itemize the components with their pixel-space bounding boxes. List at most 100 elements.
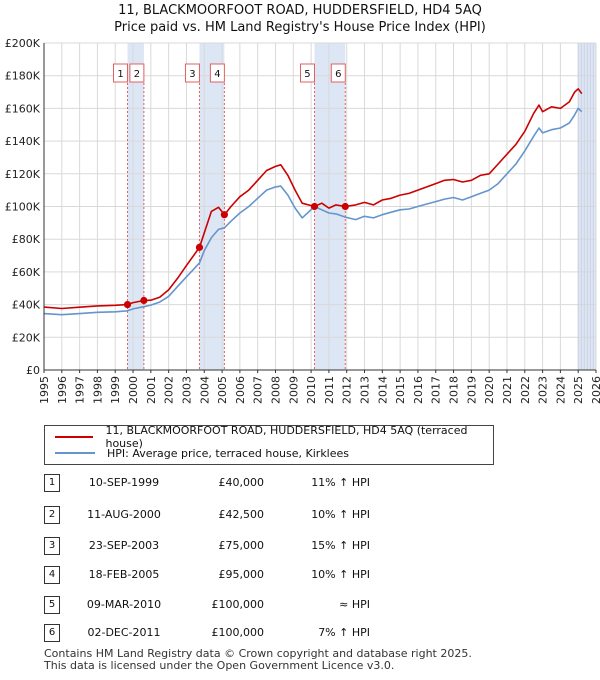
legend-label-property: 11, BLACKMOORFOOT ROAD, HUDDERSFIELD, HD… <box>105 424 468 450</box>
transaction-price: £75,000 <box>218 539 265 552</box>
sale-label-box <box>113 63 129 83</box>
x-tick-label: 2017 <box>430 376 443 404</box>
y-tick-label: £60K <box>12 266 41 279</box>
y-tick-label: £180K <box>5 70 41 83</box>
x-tick-label: 2004 <box>198 376 211 404</box>
x-tick-label: 2007 <box>252 376 265 404</box>
x-tick-label: 2019 <box>465 376 478 404</box>
x-tick-label: 2016 <box>412 376 425 404</box>
y-tick-label: £20K <box>12 331 41 344</box>
x-tick-label: 2026 <box>590 376 600 404</box>
footer-copyright: Contains HM Land Registry data © Crown c… <box>44 647 472 660</box>
legend-swatch-hpi <box>55 452 95 454</box>
chart-title-line1: 11, BLACKMOORFOOT ROAD, HUDDERSFIELD, HD… <box>118 3 482 18</box>
legend-item-property: 11, BLACKMOORFOOT ROAD, HUDDERSFIELD, HD… <box>55 424 493 450</box>
transaction-row: 3 23-SEP-2003 £75,000 15% ↑ HPI <box>44 537 404 557</box>
transaction-hpi-diff: 7% ↑ HPI <box>318 626 370 639</box>
y-tick-label: £40K <box>12 299 41 312</box>
transaction-price: £95,000 <box>218 568 265 581</box>
transaction-date: 09-MAR-2010 <box>86 598 162 611</box>
sale-point <box>220 211 228 219</box>
transaction-row: 6 02-DEC-2011 £100,000 7% ↑ HPI <box>44 624 404 644</box>
chart-title-line2: Price paid vs. HM Land Registry's House … <box>114 20 486 35</box>
x-tick-label: 2013 <box>359 376 372 404</box>
x-tick-label: 2006 <box>234 376 247 404</box>
transaction-price: £100,000 <box>211 598 265 611</box>
sale-point <box>310 202 319 211</box>
transaction-date: 18-FEB-2005 <box>88 568 160 581</box>
x-tick-label: 1999 <box>109 376 122 404</box>
x-tick-label: 2003 <box>180 376 193 404</box>
legend-item-hpi: HPI: Average price, terraced house, Kirk… <box>55 445 349 461</box>
footer-note: Contains HM Land Registry data © Crown c… <box>44 648 472 672</box>
y-tick-label: £200K <box>5 37 41 50</box>
sale-point <box>123 301 132 309</box>
transaction-number-badge: 6 <box>44 624 60 642</box>
transaction-number-badge: 5 <box>44 596 60 614</box>
transaction-price: £42,500 <box>218 508 265 521</box>
price-chart: £0 £20K £40K £60K £80K £100K £120K £140K £160K £1… <box>5 37 600 404</box>
x-tick-label: 2015 <box>394 376 407 404</box>
x-tick-label: 2008 <box>269 376 282 404</box>
transaction-hpi-diff: 11% ↑ HPI <box>311 476 370 489</box>
sale-label-box <box>330 63 346 83</box>
x-tick-label: 2020 <box>483 376 496 404</box>
x-tick-label: 2005 <box>216 376 229 404</box>
sale-point <box>195 243 204 251</box>
x-tick-label: 2018 <box>448 376 461 404</box>
x-tick-label: 2000 <box>127 376 140 404</box>
transaction-date: 02-DEC-2011 <box>87 626 161 639</box>
footer-licence: This data is licensed under the Open Gov… <box>44 659 395 672</box>
y-tick-label: £120K <box>5 168 41 181</box>
transaction-hpi-diff: ≈ HPI <box>339 598 370 611</box>
x-tick-label: 2025 <box>572 376 585 404</box>
x-tick-label: 1995 <box>38 376 51 404</box>
sale-point <box>341 202 349 211</box>
sale-label-box <box>209 63 225 83</box>
y-tick-label: £160K <box>5 102 41 115</box>
sale-label-box <box>299 63 315 83</box>
transaction-number-badge: 4 <box>44 566 60 584</box>
sale-label-number: 4 <box>214 69 220 80</box>
legend-label-hpi: HPI: Average price, terraced house, Kirk… <box>107 446 350 460</box>
x-tick-label: 2002 <box>163 376 176 404</box>
x-tick-label: 2012 <box>341 376 354 404</box>
legend-swatch-property <box>55 436 94 438</box>
price-paid-line <box>43 88 583 310</box>
x-tick-label: 2010 <box>305 376 318 404</box>
transaction-date: 11-AUG-2000 <box>87 508 161 521</box>
transaction-date: 10-SEP-1999 <box>88 476 160 489</box>
sale-label-number: 2 <box>134 69 140 80</box>
x-tick-label: 2024 <box>554 376 567 404</box>
y-tick-label: £140K <box>5 135 41 148</box>
x-tick-label: 1996 <box>56 376 69 404</box>
transaction-number-badge: 2 <box>44 506 60 524</box>
y-tick-label: £0 <box>26 364 40 377</box>
x-tick-label: 2023 <box>537 376 550 404</box>
sale-label-number: 3 <box>189 69 195 80</box>
transaction-price: £40,000 <box>218 476 265 489</box>
transaction-row: 4 18-FEB-2005 £95,000 10% ↑ HPI <box>44 566 404 586</box>
sale-label-box <box>184 63 200 83</box>
hpi-line <box>43 107 583 316</box>
sale-label-number: 5 <box>304 69 310 80</box>
sale-label-number: 6 <box>335 69 341 80</box>
transaction-hpi-diff: 15% ↑ HPI <box>311 539 370 552</box>
x-tick-label: 2021 <box>501 376 514 404</box>
chart-legend: 11, BLACKMOORFOOT ROAD, HUDDERSFIELD, HD… <box>44 424 494 465</box>
sale-label-box <box>129 63 145 83</box>
transaction-hpi-diff: 10% ↑ HPI <box>311 568 370 581</box>
x-tick-label: 2014 <box>376 376 389 404</box>
x-tick-label: 2011 <box>323 376 336 404</box>
transaction-row: 5 09-MAR-2010 £100,000 ≈ HPI <box>44 596 404 616</box>
transaction-date: 23-SEP-2003 <box>88 539 160 552</box>
transaction-number-badge: 1 <box>44 474 60 492</box>
y-tick-label: £100K <box>5 201 41 214</box>
x-tick-label: 2009 <box>287 376 300 404</box>
transaction-number-badge: 3 <box>44 537 60 555</box>
transaction-hpi-diff: 10% ↑ HPI <box>311 508 370 521</box>
transaction-row: 2 11-AUG-2000 £42,500 10% ↑ HPI <box>44 506 404 526</box>
transaction-price: £100,000 <box>211 626 265 639</box>
x-tick-label: 2022 <box>519 376 532 404</box>
sale-label-number: 1 <box>117 69 123 80</box>
